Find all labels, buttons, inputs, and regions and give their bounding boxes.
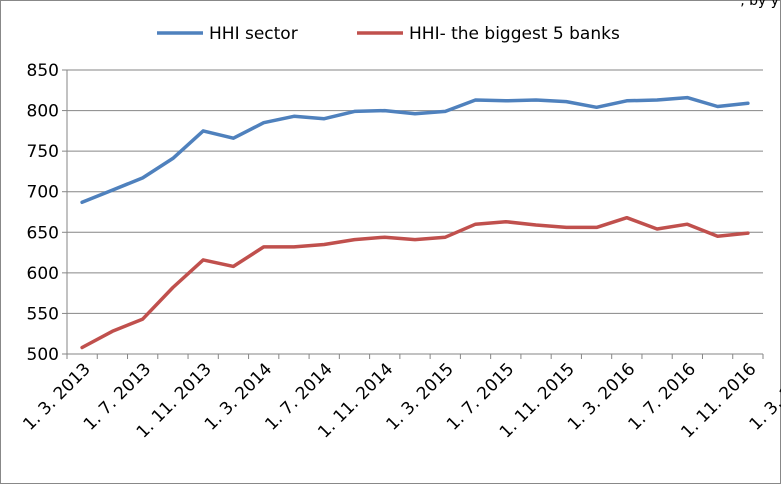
legend: HHI sector HHI- the biggest 5 banks [157,24,620,44]
y-tick-label-850: 850 [27,61,59,81]
series-lines [80,95,750,350]
y-axis-ticks: 500 550 600 650 700 750 800 850 [27,61,67,365]
y-tick-label-600: 600 [27,264,59,284]
y-tick-label-500: 500 [27,345,59,365]
y-tick-label-550: 550 [27,304,59,324]
legend-label-1: HHI sector [209,24,298,44]
series-line-2 [80,215,750,350]
y-tick-label-800: 800 [27,102,59,122]
y-tick-label-750: 750 [27,142,59,162]
corner-text-fragment: , by y [740,0,779,9]
y-tick-label-650: 650 [27,223,59,243]
axes [66,70,763,355]
y-tick-label-700: 700 [27,183,59,203]
legend-label-2: HHI- the biggest 5 banks [409,24,620,44]
series-line-1 [80,95,750,205]
